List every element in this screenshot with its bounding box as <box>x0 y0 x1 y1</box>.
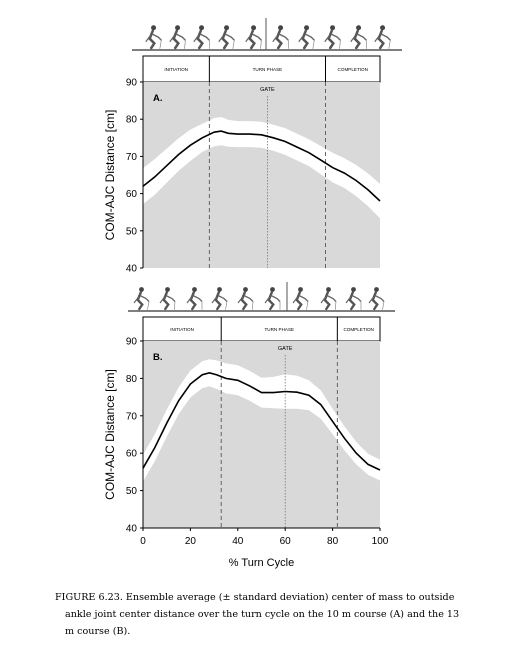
skier-figure <box>345 287 362 311</box>
x-tick-label: 40 <box>232 536 244 547</box>
x-tick-label: 80 <box>327 536 339 547</box>
x-tick-label: 100 <box>372 536 389 547</box>
skier-figure <box>292 287 309 311</box>
y-tick-label: 90 <box>126 78 138 89</box>
y-tick-label: 40 <box>126 524 138 535</box>
skier-figure <box>145 25 162 50</box>
phase-label-completion: COMPLETION <box>343 327 373 332</box>
x-axis-label: % Turn Cycle <box>229 557 294 569</box>
skier-figure <box>324 25 341 50</box>
y-tick-label: 60 <box>126 449 138 460</box>
mean-line <box>142 130 381 202</box>
caption-line-1: FIGURE 6.23. Ensemble average (± standar… <box>55 592 455 603</box>
figure-caption: FIGURE 6.23. Ensemble average (± standar… <box>55 589 475 640</box>
gate-label: GATE <box>278 346 293 352</box>
y-axis-label: COM-AJC Distance [cm] <box>103 110 117 241</box>
phase-label-turn-phase: TURN PHASE <box>253 67 283 72</box>
std-dev-band <box>143 117 380 219</box>
skier-figure <box>211 287 228 311</box>
skier-figure <box>320 287 337 311</box>
phase-label-initiation: INITIATION <box>164 67 188 72</box>
skier-figure <box>159 287 176 311</box>
x-tick-label: 0 <box>140 536 146 547</box>
phase-header <box>142 316 381 342</box>
skier-sequence-illustration-a <box>132 18 402 51</box>
phase-label-initiation: INITIATION <box>170 327 194 332</box>
phase-label-completion: COMPLETION <box>338 67 368 72</box>
skier-sequence-illustration-b <box>128 282 395 312</box>
gate-label: GATE <box>260 87 275 93</box>
skier-figure <box>368 287 385 311</box>
y-tick-label: 70 <box>126 152 138 163</box>
skier-figure <box>272 25 289 50</box>
phase-header <box>142 55 381 83</box>
skier-figure <box>245 25 262 50</box>
skier-figure <box>298 25 315 50</box>
skier-figure <box>133 287 150 311</box>
skier-figure <box>374 25 391 50</box>
caption-line-3: m course (B). <box>65 626 131 637</box>
y-tick-label: 40 <box>126 264 138 275</box>
skier-figure <box>350 25 367 50</box>
y-tick-label: 90 <box>126 337 138 348</box>
y-tick-label: 70 <box>126 411 138 422</box>
skier-figure <box>186 287 203 311</box>
skier-figure <box>218 25 235 50</box>
skier-figure <box>237 287 254 311</box>
x-tick-label: 60 <box>280 536 292 547</box>
phase-label-turn-phase: TURN PHASE <box>264 327 294 332</box>
y-tick-label: 80 <box>126 115 138 126</box>
panel-label: B. <box>153 352 163 363</box>
y-tick-label: 80 <box>126 374 138 385</box>
mean-line <box>142 371 381 471</box>
panel-a: INITIATION TURN PHASE COMPLETION GATE 40 50 60… <box>103 55 381 275</box>
y-tick-label: 50 <box>126 486 138 497</box>
y-axis-label: COM-AJC Distance [cm] <box>103 369 117 500</box>
y-tick-label: 60 <box>126 189 138 200</box>
panel-b: INITIATION TURN PHASE COMPLETION GATE 40 50 60… <box>103 316 389 569</box>
caption-line-2: ankle joint center distance over the tur… <box>65 609 460 620</box>
y-tick-label: 50 <box>126 226 138 237</box>
panel-label: A. <box>153 93 163 104</box>
x-tick-label: 20 <box>185 536 197 547</box>
skier-figure <box>169 25 186 50</box>
skier-figure <box>264 287 281 311</box>
skier-figure <box>193 25 210 50</box>
